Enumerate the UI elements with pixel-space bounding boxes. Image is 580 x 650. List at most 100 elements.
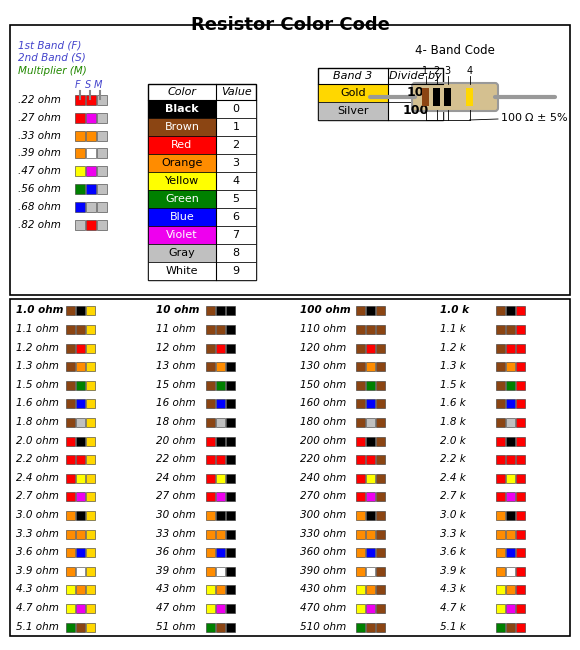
Bar [66,530,75,539]
Bar [506,586,515,595]
Bar [496,548,505,557]
Text: 3: 3 [233,158,240,168]
Text: 3.9 k: 3.9 k [440,566,466,576]
Bar [226,604,235,613]
Bar [75,113,85,123]
Bar [516,399,525,408]
Bar [148,244,216,262]
Text: 330 ohm: 330 ohm [300,528,346,539]
Bar [356,418,365,427]
Bar [226,437,235,446]
Text: 2nd Band (S): 2nd Band (S) [18,53,86,63]
Bar [76,455,85,464]
Bar [318,102,388,120]
Bar [76,399,85,408]
Bar [366,362,375,371]
Bar [66,548,75,557]
Bar [206,586,215,595]
Bar [376,381,385,390]
Text: 120 ohm: 120 ohm [300,343,346,352]
Bar [216,262,256,280]
Bar [216,586,225,595]
Bar [516,474,525,483]
Text: 2: 2 [233,140,240,150]
Bar [76,381,85,390]
Bar [356,344,365,352]
Bar [216,530,225,539]
Bar [86,306,95,315]
Bar [376,455,385,464]
Bar [75,184,85,194]
Text: 22 ohm: 22 ohm [156,454,195,464]
Bar [97,166,107,176]
Bar [226,493,235,501]
Text: .68 ohm: .68 ohm [18,202,61,212]
Bar [216,455,225,464]
Text: M: M [94,80,102,90]
Text: 12 ohm: 12 ohm [156,343,195,352]
Bar [86,474,95,483]
Text: 1.2 k: 1.2 k [440,343,466,352]
Bar [506,474,515,483]
Bar [496,418,505,427]
Bar [86,344,95,352]
Bar [366,567,375,576]
Text: Gray: Gray [169,248,195,258]
Bar [76,344,85,352]
Bar [66,437,75,446]
Bar [97,148,107,159]
Bar [75,166,85,176]
Text: 2.0 ohm: 2.0 ohm [16,436,59,446]
Text: 1.3 k: 1.3 k [440,361,466,371]
Bar [356,604,365,613]
Bar [356,586,365,595]
Text: 200 ohm: 200 ohm [300,436,346,446]
Bar [516,493,525,501]
Bar [86,220,96,229]
Bar [496,623,505,632]
Bar [433,88,440,106]
Bar [496,511,505,520]
Bar [376,362,385,371]
Bar [366,548,375,557]
Bar [376,325,385,334]
Bar [66,493,75,501]
Bar [496,437,505,446]
Bar [10,299,570,636]
Text: 5.1 ohm: 5.1 ohm [16,621,59,632]
Text: 3.3 k: 3.3 k [440,528,466,539]
Bar [226,344,235,352]
Bar [366,623,375,632]
Bar [86,623,95,632]
Bar [366,399,375,408]
Text: .82 ohm: .82 ohm [18,220,61,229]
Text: 10: 10 [407,86,424,99]
Bar [66,344,75,352]
Bar [376,437,385,446]
Bar [97,220,107,229]
Text: 3.9 ohm: 3.9 ohm [16,566,59,576]
Bar [506,362,515,371]
Bar [206,548,215,557]
Text: Value: Value [220,87,251,97]
Bar [356,623,365,632]
Bar [75,131,85,140]
Text: 4: 4 [233,176,240,186]
Text: Yellow: Yellow [165,176,199,186]
Bar [97,95,107,105]
Bar [216,399,225,408]
Bar [356,493,365,501]
Bar [148,118,216,136]
Bar [66,399,75,408]
Bar [226,306,235,315]
Bar [86,548,95,557]
Bar [226,325,235,334]
Bar [66,586,75,595]
Bar [86,399,95,408]
Bar [516,418,525,427]
Text: F: F [75,80,81,90]
Text: 36 ohm: 36 ohm [156,547,195,557]
Bar [216,100,256,118]
Bar [216,381,225,390]
Text: 100: 100 [403,105,429,118]
